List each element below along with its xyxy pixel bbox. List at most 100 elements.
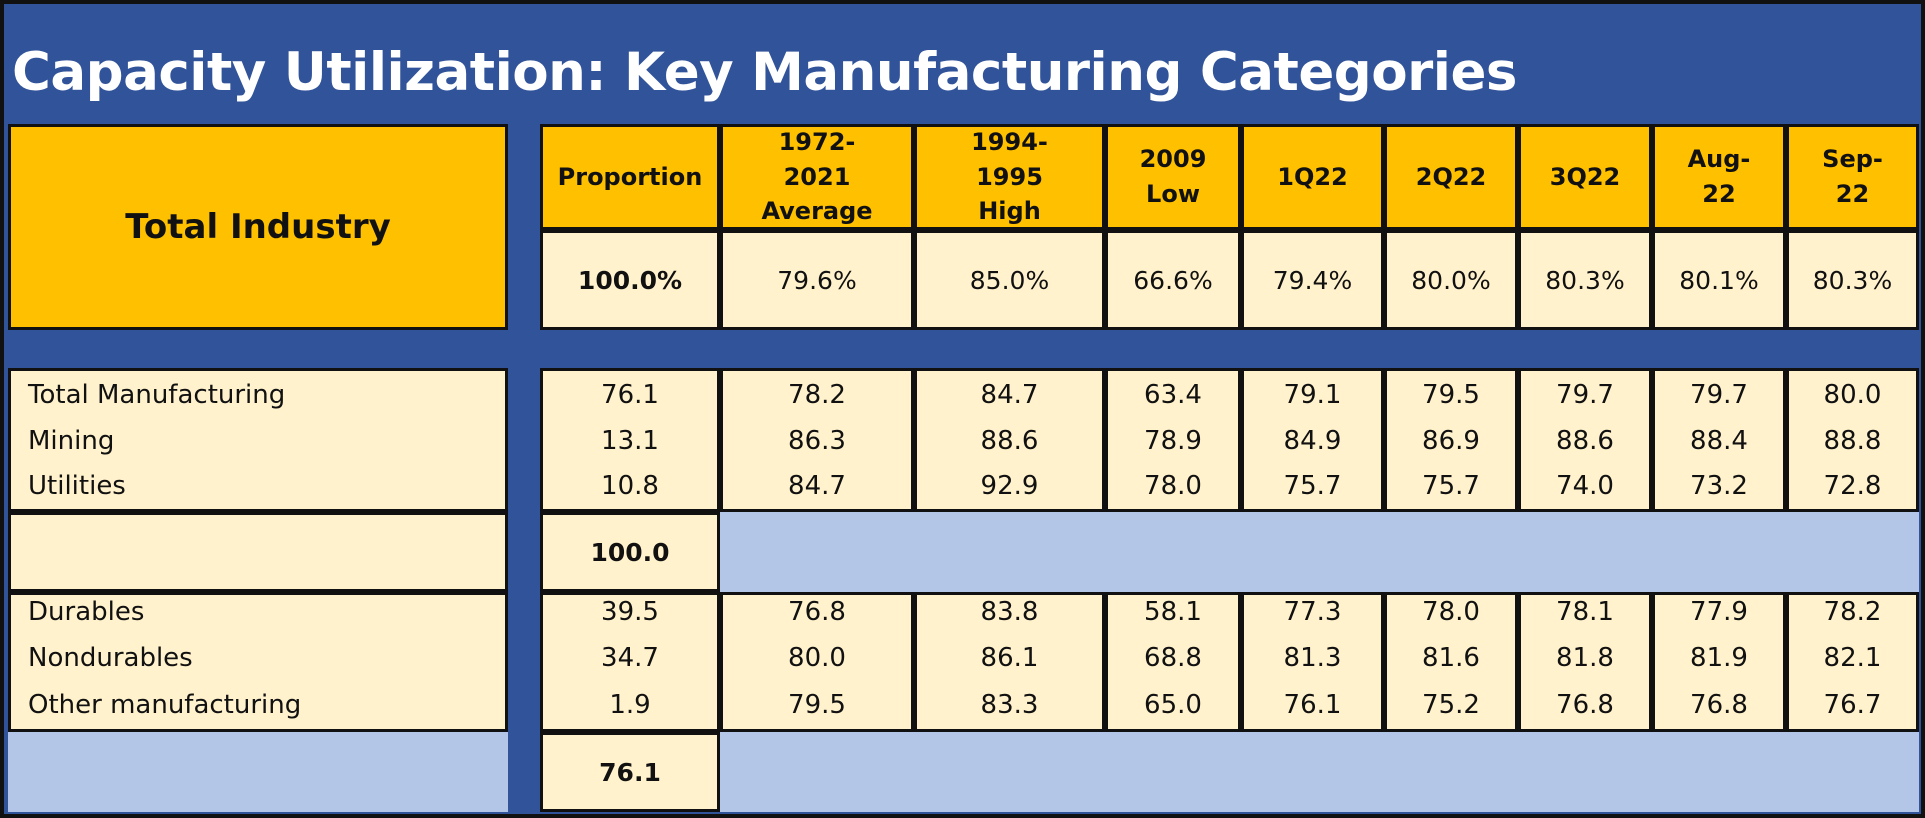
manufacturing-row-value: 78.2 bbox=[1823, 597, 1882, 627]
sector-row-value: 74.0 bbox=[1556, 471, 1614, 501]
manufacturing-column bbox=[1384, 592, 1518, 732]
total-industry-value: 85.0% bbox=[914, 230, 1105, 330]
total-industry-value: 80.1% bbox=[1652, 230, 1786, 330]
total-industry-label: Total Industry bbox=[8, 124, 508, 330]
sector-row-value: 79.1 bbox=[1283, 380, 1342, 410]
sector-row-value: 76.1 bbox=[601, 380, 659, 410]
column-header: Aug-22 bbox=[1652, 124, 1786, 230]
manufacturing-row-value: 81.3 bbox=[1283, 643, 1342, 673]
sector-column bbox=[1652, 368, 1786, 512]
sector-row-value: 72.8 bbox=[1823, 471, 1882, 501]
column-header: Sep-22 bbox=[1786, 124, 1919, 230]
sector-row-value: 78.2 bbox=[788, 380, 846, 410]
manufacturing-row-label: Other manufacturing bbox=[28, 690, 302, 720]
manufacturing-row-value: 76.8 bbox=[1556, 690, 1614, 720]
manufacturing-row-value: 79.5 bbox=[788, 690, 846, 720]
sector-row-value: 86.9 bbox=[1422, 426, 1480, 456]
sector-column bbox=[1786, 368, 1919, 512]
manufacturing-row-value: 39.5 bbox=[601, 597, 659, 627]
manufacturing-row-value: 75.2 bbox=[1422, 690, 1480, 720]
manufacturing-row-value: 81.6 bbox=[1422, 643, 1480, 673]
manufacturing-column bbox=[1786, 592, 1919, 732]
sector-row-value: 78.9 bbox=[1144, 426, 1202, 456]
manufacturing-total-cell: 76.1 bbox=[540, 732, 720, 812]
sector-label-area bbox=[8, 368, 508, 512]
sector-row-value: 80.0 bbox=[1823, 380, 1882, 410]
sector-row-value: 75.7 bbox=[1422, 471, 1480, 501]
column-header: Proportion bbox=[540, 124, 720, 230]
sector-row-value: 84.7 bbox=[980, 380, 1039, 410]
page-title: Capacity Utilization: Key Manufacturing … bbox=[12, 42, 1517, 103]
total-industry-value: 80.3% bbox=[1786, 230, 1919, 330]
sector-sum-band bbox=[720, 512, 1919, 592]
sector-row-label: Total Manufacturing bbox=[28, 380, 286, 410]
sector-row-value: 79.7 bbox=[1556, 380, 1614, 410]
manufacturing-column bbox=[720, 592, 914, 732]
manufacturing-column bbox=[540, 592, 720, 732]
manufacturing-row-value: 76.7 bbox=[1823, 690, 1882, 720]
sector-row-value: 92.9 bbox=[980, 471, 1039, 501]
column-header: 2009 Low bbox=[1105, 124, 1241, 230]
manufacturing-column bbox=[1241, 592, 1384, 732]
sector-row-label: Mining bbox=[28, 426, 115, 456]
manufacturing-row-label: Nondurables bbox=[28, 643, 193, 673]
total-industry-value: 100.0% bbox=[540, 230, 720, 330]
manufacturing-row-value: 82.1 bbox=[1823, 643, 1882, 673]
total-industry-value: 79.6% bbox=[720, 230, 914, 330]
manufacturing-row-value: 58.1 bbox=[1144, 597, 1202, 627]
manufacturing-column bbox=[1518, 592, 1652, 732]
sector-row-value: 79.7 bbox=[1690, 380, 1748, 410]
total-industry-value: 79.4% bbox=[1241, 230, 1384, 330]
manufacturing-column bbox=[914, 592, 1105, 732]
manufacturing-row-value: 34.7 bbox=[601, 643, 659, 673]
sector-row-value: 88.6 bbox=[980, 426, 1039, 456]
total-industry-value: 80.0% bbox=[1384, 230, 1518, 330]
sector-row-value: 88.6 bbox=[1556, 426, 1614, 456]
sector-row-value: 78.0 bbox=[1144, 471, 1202, 501]
sector-row-label: Utilities bbox=[28, 471, 126, 501]
manufacturing-row-label: Durables bbox=[28, 597, 145, 627]
sector-row-value: 79.5 bbox=[1422, 380, 1480, 410]
sector-column bbox=[1241, 368, 1384, 512]
manufacturing-row-value: 68.8 bbox=[1144, 643, 1202, 673]
sector-row-value: 84.9 bbox=[1283, 426, 1342, 456]
sector-total-cell: 100.0 bbox=[540, 512, 720, 592]
manufacturing-row-value: 76.1 bbox=[1283, 690, 1342, 720]
manufacturing-row-value: 77.9 bbox=[1690, 597, 1748, 627]
manufacturing-row-value: 76.8 bbox=[1690, 690, 1748, 720]
total-industry-value: 80.3% bbox=[1518, 230, 1652, 330]
manufacturing-sum-band-left bbox=[8, 732, 508, 812]
column-header: 1Q22 bbox=[1241, 124, 1384, 230]
sector-column bbox=[1384, 368, 1518, 512]
manufacturing-column bbox=[1652, 592, 1786, 732]
manufacturing-row-value: 76.8 bbox=[788, 597, 846, 627]
sector-row-value: 13.1 bbox=[601, 426, 659, 456]
sector-row-value: 75.7 bbox=[1283, 471, 1342, 501]
manufacturing-row-value: 81.8 bbox=[1556, 643, 1614, 673]
manufacturing-sum-band bbox=[720, 732, 1919, 812]
manufacturing-label-area bbox=[8, 592, 508, 732]
manufacturing-row-value: 78.1 bbox=[1556, 597, 1614, 627]
column-header: 1994-1995 High bbox=[914, 124, 1105, 230]
sector-column bbox=[914, 368, 1105, 512]
sector-row-value: 88.8 bbox=[1823, 426, 1882, 456]
manufacturing-row-value: 83.8 bbox=[980, 597, 1039, 627]
sector-column bbox=[540, 368, 720, 512]
manufacturing-row-value: 65.0 bbox=[1144, 690, 1202, 720]
manufacturing-row-value: 83.3 bbox=[980, 690, 1039, 720]
sector-column bbox=[1105, 368, 1241, 512]
manufacturing-row-value: 1.9 bbox=[609, 690, 651, 720]
manufacturing-row-value: 86.1 bbox=[980, 643, 1039, 673]
sector-column bbox=[720, 368, 914, 512]
manufacturing-column bbox=[1105, 592, 1241, 732]
sector-sum-label-area bbox=[8, 512, 508, 592]
manufacturing-row-value: 80.0 bbox=[788, 643, 846, 673]
manufacturing-row-value: 81.9 bbox=[1690, 643, 1748, 673]
sector-column bbox=[1518, 368, 1652, 512]
sector-row-value: 63.4 bbox=[1144, 380, 1202, 410]
total-industry-value: 66.6% bbox=[1105, 230, 1241, 330]
sector-row-value: 10.8 bbox=[601, 471, 659, 501]
sector-row-value: 84.7 bbox=[788, 471, 846, 501]
column-header: 3Q22 bbox=[1518, 124, 1652, 230]
sector-row-value: 73.2 bbox=[1690, 471, 1748, 501]
